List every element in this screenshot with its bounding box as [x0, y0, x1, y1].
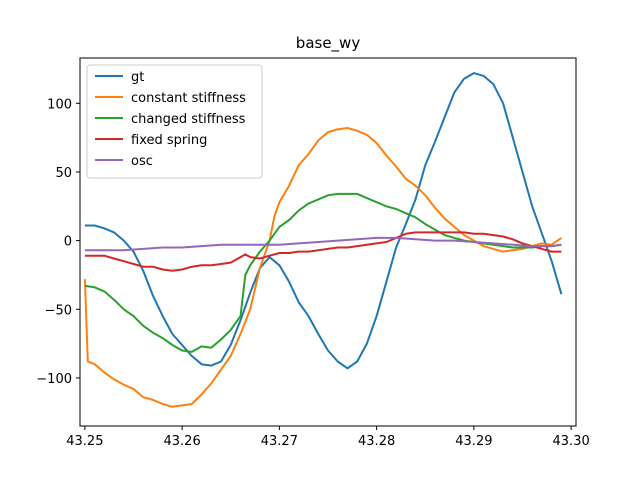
series-line-3	[84, 231, 562, 272]
x-tick-label: 43.28	[358, 434, 395, 449]
legend-label: gt	[131, 70, 144, 85]
legend-label: constant stiffness	[131, 91, 246, 106]
x-tick-label: 43.29	[455, 434, 492, 449]
y-tick-label: 100	[47, 97, 72, 112]
axes-layer: 43.25 43.26 43.27 43.28 43.29 43.30 −100 −50 0 50…	[36, 57, 590, 449]
x-tick-label: 43.30	[553, 434, 590, 449]
legend-label: osc	[131, 154, 153, 169]
y-tick-label: 0	[64, 235, 72, 250]
y-tick-label: −100	[36, 372, 72, 387]
series-line-2	[84, 192, 562, 353]
x-tick-label: 43.26	[164, 434, 201, 449]
legend: gt constant stiffness changed stiffness fix…	[86, 64, 263, 179]
series-line-4	[84, 236, 562, 252]
legend-label: changed stiffness	[131, 112, 246, 127]
legend-label: fixed spring	[131, 133, 207, 148]
plot-frame	[79, 57, 577, 427]
series-layer	[83, 72, 563, 408]
y-tick-label: −50	[45, 303, 72, 318]
legend-box	[86, 64, 263, 179]
series-line-0	[84, 72, 563, 370]
chart-title: base_wy	[296, 34, 361, 53]
x-tick-label: 43.25	[66, 434, 103, 449]
y-tick-label: 50	[55, 166, 72, 181]
x-tick-label: 43.27	[261, 434, 298, 449]
